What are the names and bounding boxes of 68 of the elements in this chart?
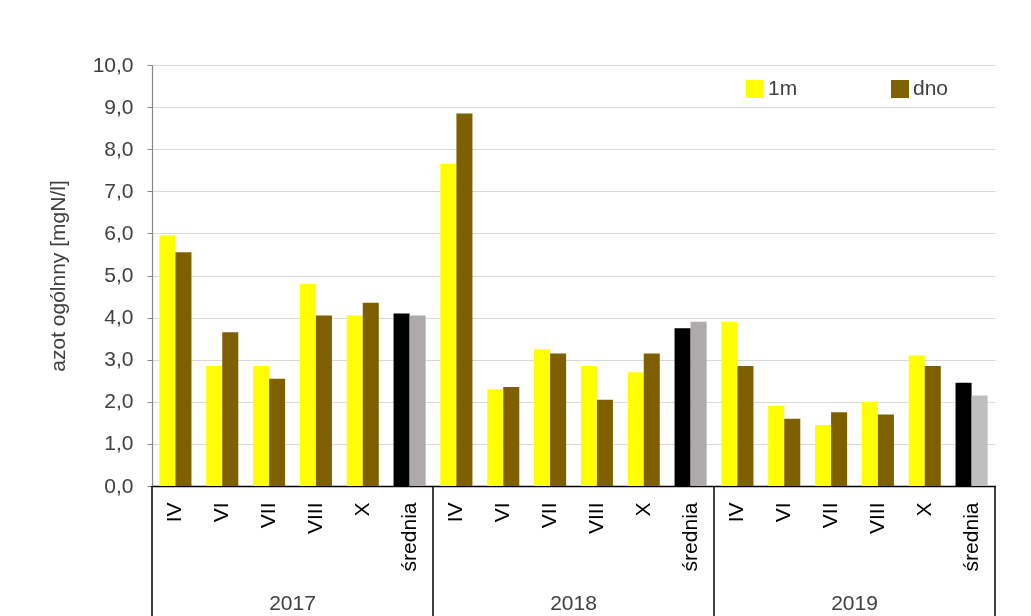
x-tick-label: VI: [771, 502, 795, 523]
text: 2018: [550, 591, 597, 614]
bar: [971, 395, 988, 486]
y-axis-title: azot ogólnny [mgN/l]: [45, 180, 69, 372]
bar: [409, 315, 426, 486]
bar: [346, 315, 363, 486]
bar: [550, 353, 567, 486]
text: 2019: [831, 591, 878, 614]
bar: [487, 389, 504, 486]
bar: [362, 302, 379, 486]
bar: [815, 424, 832, 486]
bar: [721, 321, 738, 486]
bar: [768, 406, 785, 486]
y-tick-label: 1,0: [104, 431, 134, 455]
x-tick-label: VIII: [864, 502, 888, 535]
y-tick-label: 8,0: [104, 136, 134, 160]
bar: [253, 366, 270, 486]
legend-label: dno: [913, 76, 949, 99]
bar: [315, 315, 332, 486]
y-tick-label: 4,0: [104, 305, 134, 329]
x-tick-label: średnia: [396, 502, 420, 572]
y-tick-label: 6,0: [104, 220, 134, 244]
y-tick-label: 5,0: [104, 263, 134, 286]
bar: [175, 252, 192, 486]
bar: [222, 332, 239, 486]
x-tick-label: IV: [443, 502, 467, 523]
bar: [159, 235, 176, 486]
x-tick-label: VII: [537, 502, 561, 529]
y-tick-label: 10,0: [92, 52, 134, 76]
y-tick-label: 7,0: [104, 178, 134, 202]
x-tick-label: VI: [490, 502, 514, 523]
y-tick-label: 0,0: [104, 473, 134, 497]
bar: [534, 349, 551, 486]
bar: [580, 366, 597, 486]
x-tick-label: średnia: [958, 502, 982, 572]
bar: [456, 113, 473, 486]
bar: [877, 414, 894, 486]
x-tick-label: VI: [209, 502, 233, 523]
bar: [627, 372, 644, 486]
y-tick-label: 3,0: [104, 347, 134, 371]
legend-label: 1m: [768, 76, 798, 99]
bar: [908, 355, 925, 486]
x-tick-label: X: [349, 502, 373, 517]
x-tick-label: X: [911, 502, 935, 517]
x-tick-label: VII: [818, 502, 842, 529]
x-tick-label: IV: [162, 502, 186, 523]
x-tick-label: VII: [256, 502, 280, 529]
x-tick-label: VIII: [583, 502, 607, 535]
bar: [503, 387, 520, 486]
x-tick-label: VIII: [302, 502, 326, 535]
x-tick-label: IV: [724, 502, 748, 523]
bar: [440, 163, 457, 486]
bar: [924, 366, 941, 486]
bar: [690, 321, 707, 486]
bar: [596, 399, 613, 486]
y-tick-label: 2,0: [104, 389, 134, 413]
bar: [206, 366, 223, 486]
bar: [831, 412, 848, 486]
text: 2017: [269, 591, 316, 614]
bar: [643, 353, 660, 486]
x-tick-label: średnia: [677, 502, 701, 572]
bar: [737, 366, 754, 486]
x-tick-label: X: [630, 502, 654, 517]
bar: [861, 401, 878, 486]
y-tick-label: 9,0: [104, 94, 134, 118]
bar: [299, 283, 316, 486]
bar: [269, 378, 286, 486]
bar: [784, 418, 801, 486]
